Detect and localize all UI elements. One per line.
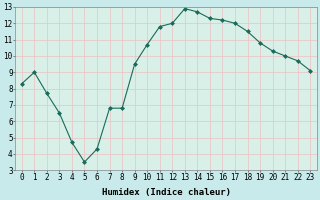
X-axis label: Humidex (Indice chaleur): Humidex (Indice chaleur) — [101, 188, 230, 197]
